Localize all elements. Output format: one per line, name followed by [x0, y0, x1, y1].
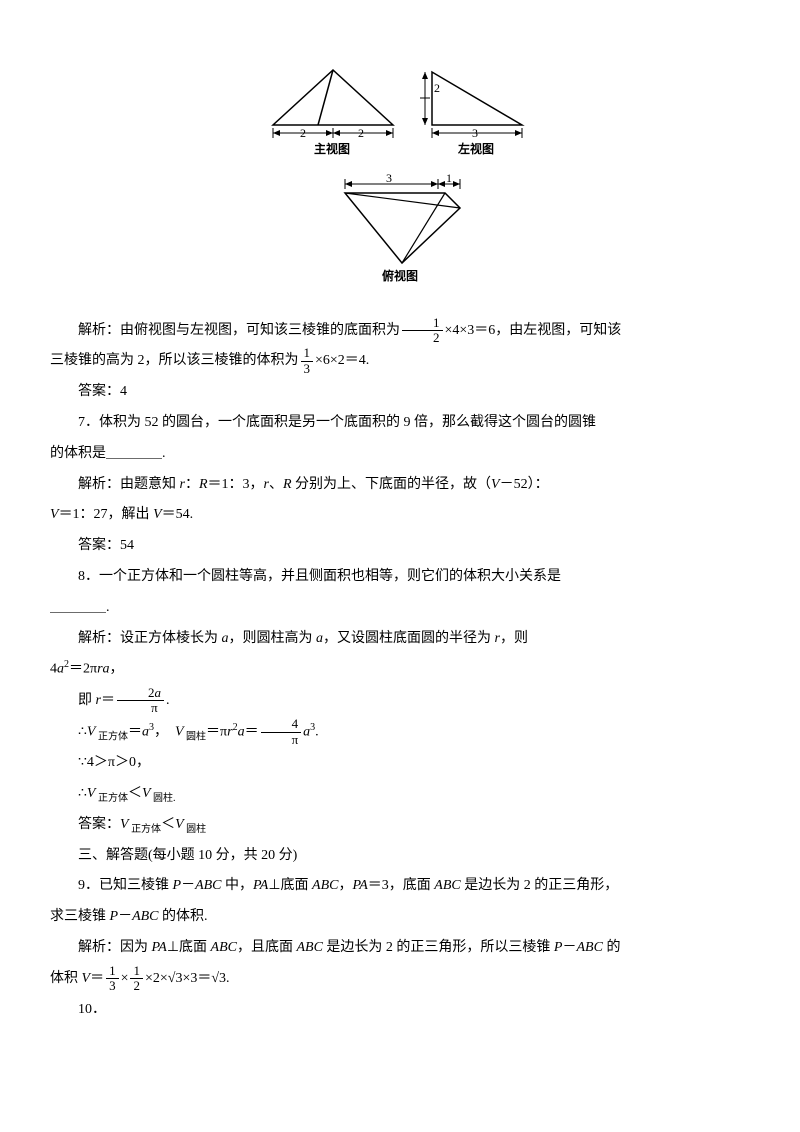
solution-6b: 三棱锥的高为 2，所以该三棱锥的体积为13×6×2＝4.	[50, 346, 750, 377]
top-view-label: 俯视图	[382, 268, 418, 283]
solution-7: 解析：由题意知 r：R＝1：3，r、R 分别为上、下底面的半径，故（V－52）：	[50, 470, 750, 501]
question-7: 7．体积为 52 的圆台，一个底面积是另一个底面积的 9 倍，那么截得这个圆台的…	[50, 408, 750, 439]
three-view-diagrams: 2 2 主视图 2 3 左视图	[50, 60, 750, 296]
front-dim-right: 2	[358, 126, 364, 140]
left-view-label: 左视图	[457, 141, 494, 155]
solution-8-cmp1: ∵4＞π＞0，	[50, 748, 750, 779]
front-view-label: 主视图	[314, 141, 350, 155]
section-3: 三、解答题(每小题 10 分，共 20 分)	[50, 841, 750, 872]
question-7b: 的体积是＿＿＿＿.	[50, 439, 750, 470]
question-9: 9．已知三棱锥 P－ABC 中，PA⊥底面 ABC，PA＝3，底面 ABC 是边…	[50, 871, 750, 902]
left-view-svg: 2 3 左视图	[412, 60, 542, 155]
answer-8: 答案：V 正方体＜V 圆柱	[50, 810, 750, 841]
question-10: 10．	[50, 995, 750, 1026]
question-8b: ＿＿＿＿.	[50, 593, 750, 624]
solution-8-cmp2: ∴V 正方体＜V 圆柱.	[50, 779, 750, 810]
solution-8-eq1: 4a2＝2πra，	[50, 654, 750, 685]
top-dim-main: 3	[386, 171, 392, 185]
question-8: 8．一个正方体和一个圆柱等高，并且侧面积也相等，则它们的体积大小关系是	[50, 562, 750, 593]
solution-8: 解析：设正方体棱长为 a，则圆柱高为 a，又设圆柱底面圆的半径为 r，则	[50, 624, 750, 655]
front-view-svg: 2 2 主视图	[258, 60, 408, 155]
top-dim-side: 1	[446, 171, 452, 185]
solution-9-eq: 体积 V＝13×12×2×√3×3＝√3.	[50, 964, 750, 995]
solution-6: 解析：由俯视图与左视图，可知该三棱锥的底面积为12×4×3＝6，由左视图，可知该	[50, 316, 750, 347]
front-dim-left: 2	[300, 126, 306, 140]
solution-8-vol: ∴V 正方体＝a3， V 圆柱＝πr2a＝4πa3.	[50, 717, 750, 748]
top-view-svg: 3 1 俯视图	[320, 168, 480, 283]
solution-8-r: 即 r＝2aπ.	[50, 686, 750, 717]
left-dim-width: 3	[472, 126, 478, 140]
solution-7b: V＝1：27，解出 V＝54.	[50, 500, 750, 531]
solution-9: 解析：因为 PA⊥底面 ABC，且底面 ABC 是边长为 2 的正三角形，所以三…	[50, 933, 750, 964]
answer-7: 答案：54	[50, 531, 750, 562]
left-dim-height: 2	[434, 81, 440, 95]
question-9b: 求三棱锥 P－ABC 的体积.	[50, 902, 750, 933]
answer-6: 答案：4	[50, 377, 750, 408]
